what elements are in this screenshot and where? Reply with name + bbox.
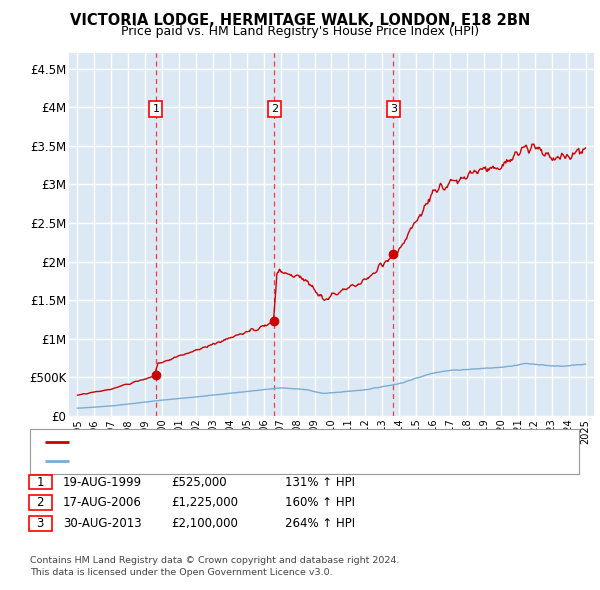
Text: HPI: Average price, detached house, Redbridge: HPI: Average price, detached house, Redb… <box>73 455 319 466</box>
Text: £2,100,000: £2,100,000 <box>171 517 238 530</box>
Text: 19-AUG-1999: 19-AUG-1999 <box>63 476 142 489</box>
Text: 131% ↑ HPI: 131% ↑ HPI <box>285 476 355 489</box>
Text: 2: 2 <box>271 104 278 114</box>
Text: 1: 1 <box>37 476 44 489</box>
Text: £1,225,000: £1,225,000 <box>171 496 238 509</box>
Text: 3: 3 <box>37 517 44 530</box>
Text: 2: 2 <box>37 496 44 509</box>
Text: £525,000: £525,000 <box>171 476 227 489</box>
Text: Contains HM Land Registry data © Crown copyright and database right 2024.
This d: Contains HM Land Registry data © Crown c… <box>30 556 400 577</box>
Text: VICTORIA LODGE, HERMITAGE WALK, LONDON, E18 2BN: VICTORIA LODGE, HERMITAGE WALK, LONDON, … <box>70 13 530 28</box>
Text: 160% ↑ HPI: 160% ↑ HPI <box>285 496 355 509</box>
Text: 30-AUG-2013: 30-AUG-2013 <box>63 517 142 530</box>
Text: 264% ↑ HPI: 264% ↑ HPI <box>285 517 355 530</box>
Text: 17-AUG-2006: 17-AUG-2006 <box>63 496 142 509</box>
Text: 1: 1 <box>152 104 160 114</box>
Text: VICTORIA LODGE, HERMITAGE WALK, LONDON, E18 2BN (detached house): VICTORIA LODGE, HERMITAGE WALK, LONDON, … <box>73 437 460 447</box>
Text: Price paid vs. HM Land Registry's House Price Index (HPI): Price paid vs. HM Land Registry's House … <box>121 25 479 38</box>
Text: 3: 3 <box>390 104 397 114</box>
